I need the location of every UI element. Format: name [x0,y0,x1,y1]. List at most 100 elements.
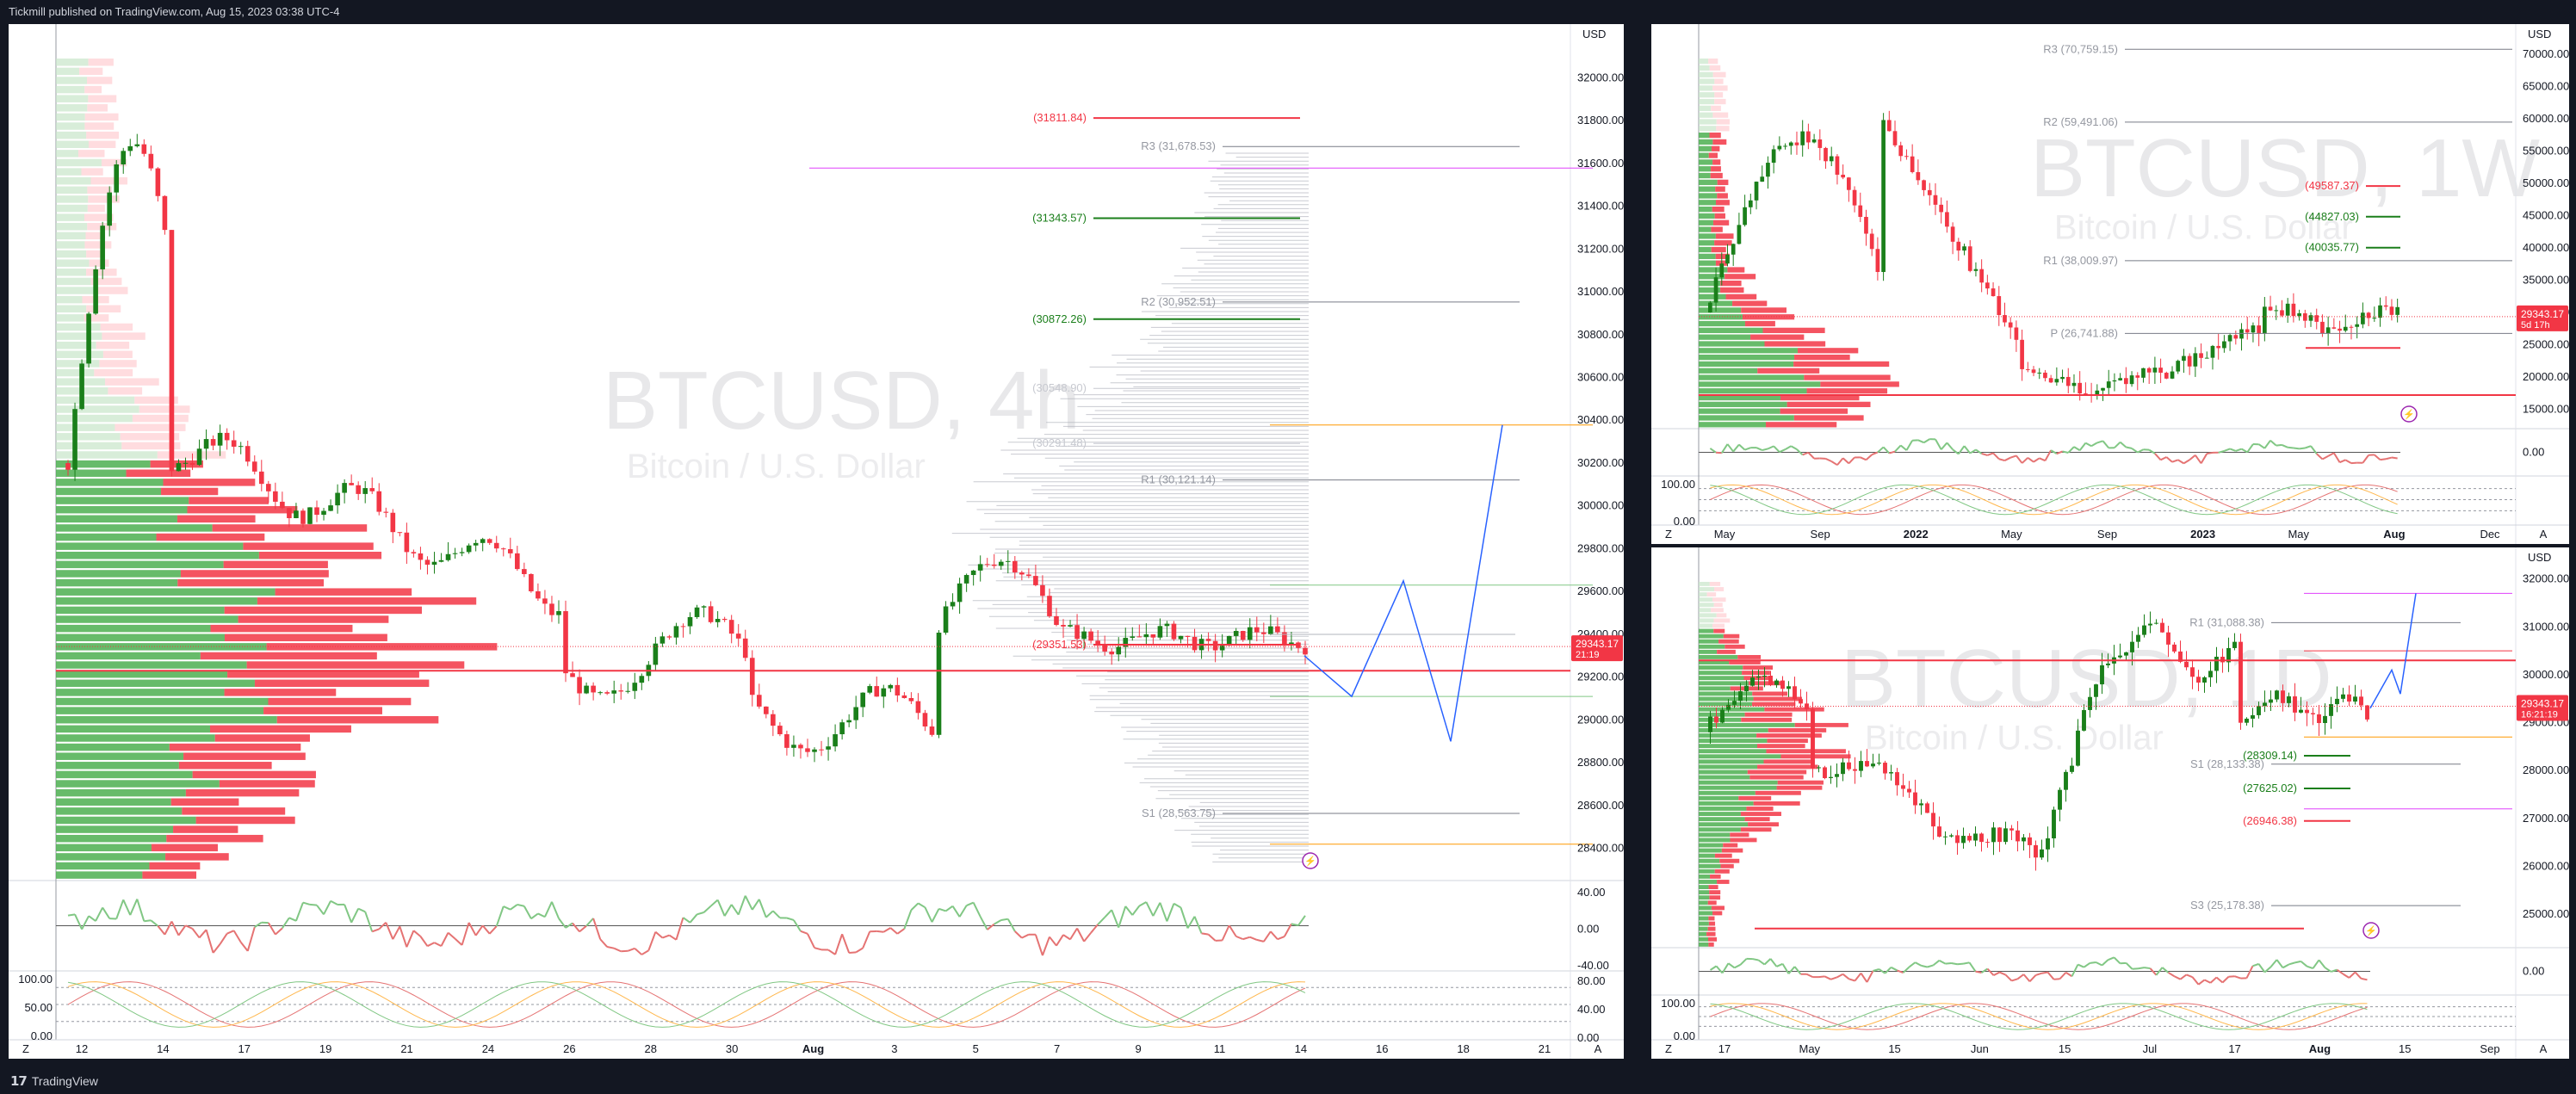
volume-profile-buy [1699,226,1712,232]
volume-profile-sell [1712,623,1725,628]
time-tick: Sep [2480,1042,2499,1055]
osc1-line [599,938,608,948]
time-tick: 2023 [2190,528,2215,541]
candle-body [846,720,851,723]
osc1-line [647,931,657,951]
osc1-line [697,912,704,916]
osc1-line [862,930,871,949]
volume-profile-sell [1710,172,1723,179]
volume-profile-buy [56,725,210,733]
osc1-line [1902,966,1910,973]
candle-body [853,707,858,720]
candle-body [2196,677,2201,683]
volume-profile-sell [1714,92,1724,98]
volume-profile-sell [1708,942,1714,947]
candle-body [2202,677,2207,683]
level-label: P (26,741.88) [2050,326,2118,339]
volume-profile-sell [183,752,306,760]
volume-profile-buy [1699,415,1794,421]
candle-body [1726,704,1731,710]
osc1-line [613,947,622,953]
price-tick: 28800.00 [1577,756,1624,769]
candle-body [708,606,714,622]
osc1-line [1848,456,1855,465]
tradingview-logo-icon[interactable]: 𝟭𝟳 [10,1074,28,1089]
volume-profile-sell [87,104,108,112]
candle-body [2014,327,2019,340]
level-label: (27625.02) [2243,782,2297,794]
brand-name[interactable]: TradingView [31,1074,98,1088]
chart-panel-1d[interactable]: BTCUSD, 1D Bitcoin / U.S. Dollar USD R1 (31… [1651,547,2569,1059]
osc1-line [150,919,159,927]
volume-profile-buy [1699,401,1787,407]
candle-body [1088,631,1093,641]
volume-profile-sell [1706,592,1717,596]
volume-profile-buy [56,743,170,751]
osc1-line [2209,976,2218,984]
volume-profile-sell [1712,159,1721,165]
candle-body [452,553,458,554]
osc1-line [606,946,615,949]
volume-profile-sell [86,131,120,139]
candle-body [2395,306,2400,315]
volume-profile-sell [90,176,128,185]
volume-profile-sell [1820,381,1899,387]
candle-body [2043,372,2047,379]
volume-profile-buy [56,287,98,294]
volume-profile-buy [56,140,89,148]
osc1-line [205,929,214,954]
currency-label: USD [2528,551,2551,564]
price-tick: 30600.00 [1577,370,1624,383]
osc1-line [481,924,491,935]
candle-body [141,144,147,154]
level-label: R2 (30,952.51) [1141,295,1216,308]
osc1-line [115,899,125,919]
osc1-line [1104,909,1112,918]
osc1-line [744,895,753,911]
osc1-line [2374,454,2381,460]
osc1-line [2179,973,2188,980]
volume-profile-sell [86,269,117,276]
candle-body [2166,632,2170,645]
osc1-line [1830,460,1838,467]
brand-footer: 𝟭𝟳 TradingView [0,1068,2576,1094]
volume-profile-buy [1699,639,1719,644]
volume-profile-buy [56,652,201,660]
candle-body [929,726,935,735]
osc1-line [1049,936,1057,947]
time-tick: 28 [644,1042,656,1055]
chart-panel-1w[interactable]: BTCUSD, 1W Bitcoin / U.S. Dollar USD R3 (70… [1651,24,2569,544]
osc1-line [2137,448,2144,454]
osc1-line [495,905,505,927]
osc1-line [294,902,304,922]
osc1-line [2241,448,2248,454]
candle-body [114,164,120,193]
osc1-line [938,907,946,912]
candle-body [2233,335,2239,339]
volume-profile-sell [224,634,387,641]
osc1-line [1818,975,1825,979]
osc1-line [2165,456,2173,463]
volume-profile-buy [56,780,220,788]
time-tick: 14 [157,1042,169,1055]
volume-profile-sell [1740,812,1781,816]
volume-profile-buy [1699,274,1725,280]
candle-body [653,643,659,665]
candle-body [335,492,340,506]
osc1-line [461,922,470,946]
volume-profile-sell [1709,890,1721,895]
volume-profile-sell [1729,660,1761,664]
chart-panel-4h[interactable]: BTCUSD, 4h Bitcoin / U.S. Dollar USD (31811… [9,24,1624,1059]
volume-profile-buy [1699,152,1709,158]
volume-profile-buy [56,204,88,213]
osc1-line [1249,936,1258,941]
candle-body [1967,246,1972,271]
osc1-line [364,911,374,932]
osc1-line [136,899,146,922]
osc1-line [2189,454,2196,461]
candle-body [1116,646,1122,655]
osc1-tick: -40.00 [1577,959,1609,972]
volume-profile-buy [56,716,277,724]
candle-body [1744,685,1749,692]
